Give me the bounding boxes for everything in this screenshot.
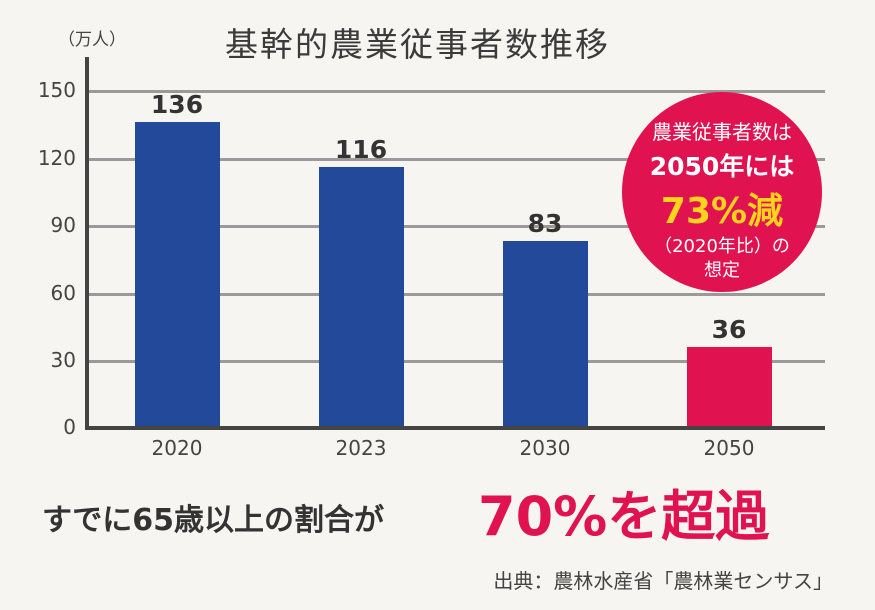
callout-percent: 73%減 (660, 191, 784, 232)
bar-value-2023: 116 (334, 135, 388, 164)
y-tick-30: 30 (50, 348, 76, 372)
bar-value-2030: 83 (527, 209, 563, 238)
chart-title: 基幹的農業従事者数推移 (225, 25, 610, 64)
x-axis (85, 426, 825, 430)
bar-2020 (135, 122, 220, 428)
gridline-120 (89, 158, 825, 161)
bar-2023 (319, 167, 404, 428)
y-tick-90: 90 (50, 213, 76, 237)
callout-line4: （2020年比）の (654, 236, 790, 257)
gridline-60 (89, 293, 825, 296)
x-tick-2050: 2050 (703, 436, 755, 460)
y-tick-60: 60 (50, 281, 76, 305)
y-tick-0: 0 (63, 415, 76, 439)
callout-circle: 農業従事者数は 2050年には 73%減 （2020年比）の 想定 (622, 92, 822, 292)
callout-line5: 想定 (704, 260, 740, 281)
gridline-150 (89, 90, 825, 93)
tagline-highlight: 70%を超過 (478, 485, 770, 548)
gridline-90 (89, 225, 825, 228)
bar-value-2020: 136 (150, 90, 204, 119)
x-tick-2023: 2023 (335, 436, 387, 460)
y-tick-150: 150 (37, 78, 76, 102)
gridline-30 (89, 360, 825, 363)
source-citation: 出典：農林水産省「農林業センサス」 (493, 569, 833, 593)
y-tick-120: 120 (37, 146, 76, 170)
y-axis-unit-label: （万人） (58, 30, 126, 50)
tagline: すでに65歳以上の割合が (42, 503, 385, 538)
bar-value-2050: 36 (711, 315, 747, 344)
callout-line2: 2050年には (649, 152, 795, 181)
callout-line1: 農業従事者数は (652, 120, 792, 144)
bar-2030 (503, 241, 588, 428)
x-tick-2030: 2030 (519, 436, 571, 460)
x-tick-2020: 2020 (151, 436, 203, 460)
y-axis (85, 57, 89, 430)
bar-2050 (687, 347, 772, 428)
